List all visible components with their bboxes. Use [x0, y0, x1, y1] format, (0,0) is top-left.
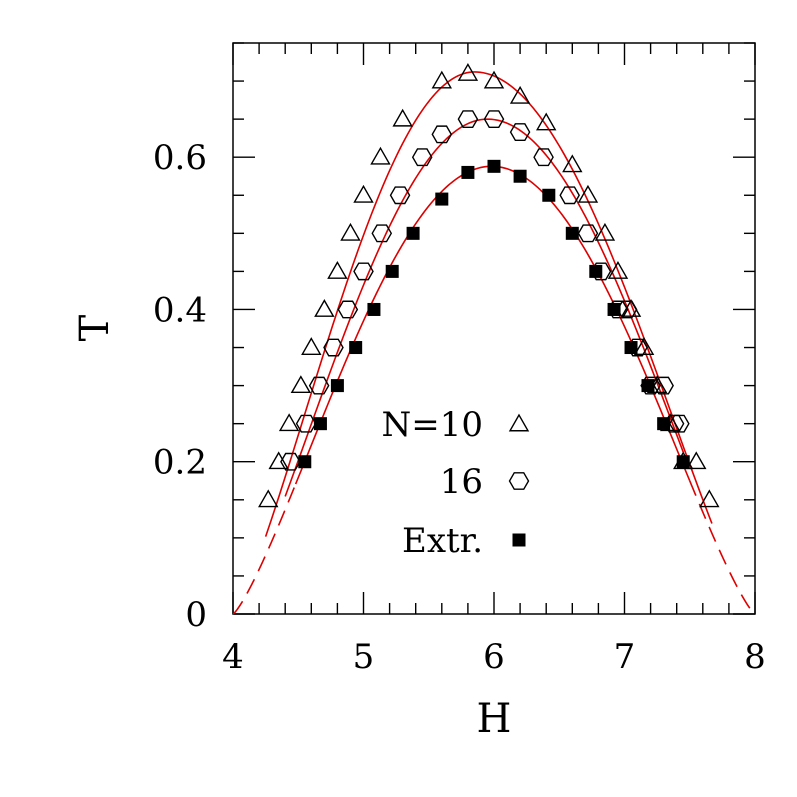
x-tick-label: 6: [483, 637, 505, 677]
data-point: [699, 489, 720, 508]
data-point: [431, 125, 453, 144]
data-point: [278, 413, 300, 432]
data-point: [577, 184, 599, 203]
fit-curves: [232, 71, 756, 615]
data-point: [461, 165, 475, 179]
data-point: [314, 299, 335, 317]
data-point: [483, 110, 505, 129]
data-point: [431, 70, 453, 89]
data-point: [589, 264, 603, 278]
fit-curve-3: [294, 165, 691, 485]
data-point: [280, 452, 301, 471]
x-tick-label: 4: [222, 637, 244, 677]
data-point: [313, 417, 327, 431]
data-point: [330, 379, 344, 393]
tick-labels: 4 5 6 7 8 0 0.2 0.4 0.6: [153, 138, 766, 677]
x-tick-label: 8: [744, 637, 766, 677]
x-axis-title: H: [477, 696, 512, 742]
y-tick-label: 0.4: [153, 290, 207, 330]
data-point: [327, 260, 348, 279]
fit-curve-extension: [232, 483, 297, 615]
data-point: [298, 455, 312, 469]
data-point: [562, 154, 583, 173]
legend-marker: [508, 472, 530, 490]
x-tick-label: 5: [353, 637, 375, 677]
data-points: [258, 63, 720, 508]
data-point: [607, 260, 629, 279]
data-point: [633, 337, 655, 355]
data-point: [258, 489, 279, 508]
data-point: [457, 110, 479, 129]
data-point: [301, 337, 322, 355]
data-point: [411, 148, 433, 167]
data-point: [353, 262, 374, 281]
data-point: [295, 414, 317, 433]
data-point: [535, 112, 557, 131]
y-tick-label: 0.6: [153, 138, 207, 178]
data-point: [624, 341, 638, 355]
data-point: [641, 379, 655, 393]
data-point: [676, 455, 690, 469]
y-tick-label: 0: [185, 595, 207, 635]
legend-marker: [508, 413, 530, 432]
data-point: [406, 226, 420, 240]
legend-label: 16: [440, 462, 483, 502]
y-tick-label: 0.2: [153, 443, 207, 483]
data-point: [487, 159, 501, 173]
data-point: [268, 451, 289, 470]
data-point: [349, 341, 363, 355]
data-point: [367, 302, 381, 316]
x-tick-label: 7: [614, 637, 636, 677]
legend-label: Extr.: [402, 521, 483, 561]
data-point: [594, 222, 616, 241]
fit-curve-1: [264, 71, 713, 537]
data-point: [565, 226, 579, 240]
data-point: [686, 451, 707, 470]
data-point: [353, 184, 374, 203]
plot-frame: [232, 42, 756, 615]
legend: N=10 16 Extr.: [381, 405, 530, 561]
axis-ticks: [232, 42, 756, 615]
data-point: [513, 169, 527, 183]
data-point: [607, 302, 621, 316]
fit-curve-2: [284, 118, 684, 497]
data-point: [370, 146, 391, 165]
data-point: [435, 192, 449, 206]
data-point: [509, 123, 531, 142]
data-point: [337, 300, 359, 319]
data-point: [559, 186, 580, 205]
data-point: [657, 417, 671, 431]
data-point: [290, 375, 312, 394]
data-point: [323, 338, 344, 357]
data-point: [392, 108, 413, 127]
y-axis-title: T: [72, 314, 118, 341]
fit-curve-extension: [689, 480, 756, 615]
data-point: [542, 188, 556, 202]
data-point: [533, 148, 554, 167]
legend-label: N=10: [381, 405, 483, 445]
data-point: [385, 264, 399, 278]
data-point: [509, 85, 531, 104]
data-point: [640, 376, 661, 395]
data-point: [483, 70, 505, 89]
data-point: [371, 224, 393, 243]
data-point: [308, 376, 330, 395]
data-point: [340, 222, 361, 241]
data-point: [389, 186, 411, 205]
data-point: [457, 63, 479, 81]
legend-marker: [512, 533, 526, 547]
